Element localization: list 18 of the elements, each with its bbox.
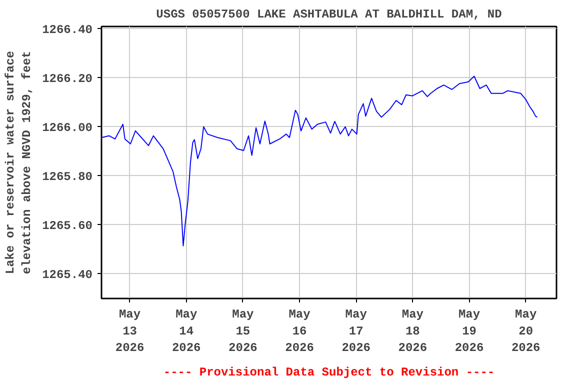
chart-title: USGS 05057500 LAKE ASHTABULA AT BALDHILL DAM, ND — [156, 8, 502, 22]
x-tick-label: May 15 2026 — [228, 308, 258, 356]
x-tick-label: May 18 2026 — [398, 308, 428, 356]
y-tick-label: 1266.00 — [42, 120, 93, 135]
x-tick-label: May 14 2026 — [172, 308, 201, 356]
y-tick-label: 1266.40 — [42, 22, 93, 37]
y-tick-label: 1266.20 — [42, 72, 93, 86]
x-tick-label: May 20 2026 — [511, 308, 540, 356]
x-tick-label: May 17 2026 — [342, 308, 371, 356]
x-tick-label: May 13 2026 — [115, 308, 144, 356]
y-tick-label: 1265.80 — [42, 170, 93, 184]
y-axis-title: Lake or reservoir water surface elevation above NGVD 1929, feet — [3, 50, 34, 274]
y-tick-label: 1265.40 — [42, 268, 93, 282]
x-tick-label: May 16 2026 — [285, 308, 314, 356]
text: ---- Provisional Data Subject to Revision ---- — [163, 366, 495, 380]
y-tick-label: 1265.60 — [42, 218, 93, 233]
x-tick-label: May 19 2026 — [454, 308, 484, 356]
line-series — [102, 76, 538, 246]
